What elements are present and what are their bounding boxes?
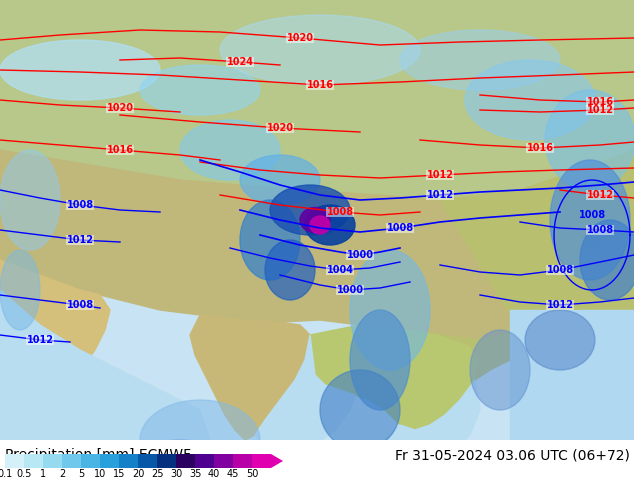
Ellipse shape [320, 370, 400, 450]
Ellipse shape [525, 310, 595, 370]
Ellipse shape [265, 240, 315, 300]
Text: 50: 50 [246, 469, 258, 479]
Ellipse shape [140, 65, 260, 115]
Text: 1020: 1020 [266, 123, 294, 133]
Polygon shape [0, 0, 634, 200]
Ellipse shape [140, 440, 220, 480]
Text: 1000: 1000 [347, 250, 373, 260]
Bar [176, 454, 195, 468]
Text: 35: 35 [189, 469, 201, 479]
Text: 1000: 1000 [337, 285, 363, 295]
Text: 1008: 1008 [547, 265, 574, 275]
Polygon shape [0, 290, 210, 490]
Text: 20: 20 [132, 469, 144, 479]
Text: 1008: 1008 [586, 225, 614, 235]
Bar [119, 454, 138, 468]
Text: 5: 5 [78, 469, 84, 479]
Ellipse shape [240, 155, 320, 205]
Ellipse shape [545, 90, 634, 190]
Ellipse shape [180, 120, 280, 180]
Text: 0.5: 0.5 [16, 469, 32, 479]
Bar [157, 454, 176, 468]
Ellipse shape [400, 30, 560, 90]
Text: 1008: 1008 [67, 300, 94, 310]
Text: 1024: 1024 [226, 57, 254, 67]
Bar [100, 454, 119, 468]
Text: 25: 25 [151, 469, 163, 479]
Ellipse shape [270, 185, 350, 235]
Ellipse shape [550, 160, 630, 280]
Text: Precipitation [mm] ECMWF: Precipitation [mm] ECMWF [5, 448, 191, 462]
Text: 40: 40 [208, 469, 220, 479]
Text: 1004: 1004 [327, 265, 354, 275]
Text: 1012: 1012 [547, 300, 574, 310]
Text: 1012: 1012 [427, 170, 453, 180]
Polygon shape [585, 220, 615, 250]
Bar [138, 454, 157, 468]
Polygon shape [255, 335, 355, 455]
Polygon shape [385, 380, 480, 475]
Polygon shape [0, 150, 634, 340]
Text: 1012: 1012 [27, 335, 53, 345]
Polygon shape [271, 454, 283, 468]
Ellipse shape [140, 400, 260, 480]
Ellipse shape [0, 150, 60, 250]
Bar [0, 440, 634, 490]
Bar [43, 454, 62, 468]
Text: 1016: 1016 [107, 145, 134, 155]
Text: 1012: 1012 [67, 235, 93, 245]
Bar [62, 454, 81, 468]
Ellipse shape [305, 205, 355, 245]
Ellipse shape [220, 15, 420, 85]
Ellipse shape [470, 330, 530, 410]
Text: 1008: 1008 [67, 200, 94, 210]
Bar [24, 454, 43, 468]
Ellipse shape [310, 216, 330, 234]
Text: 45: 45 [227, 469, 239, 479]
Text: 1: 1 [40, 469, 46, 479]
Ellipse shape [240, 200, 300, 280]
Text: 1016: 1016 [306, 80, 333, 90]
Text: 1016: 1016 [586, 97, 614, 107]
Text: 1012: 1012 [586, 190, 614, 200]
Bar [81, 454, 100, 468]
Polygon shape [190, 315, 310, 440]
Ellipse shape [300, 207, 330, 232]
Text: 1012: 1012 [586, 105, 614, 115]
Bar [214, 454, 233, 468]
Text: 1020: 1020 [287, 33, 313, 43]
Bar [510, 310, 634, 490]
Text: 30: 30 [170, 469, 182, 479]
Text: 0.1: 0.1 [0, 469, 13, 479]
Text: Fr 31-05-2024 03.06 UTC (06+72): Fr 31-05-2024 03.06 UTC (06+72) [395, 448, 630, 462]
Text: 1008: 1008 [578, 210, 605, 220]
Ellipse shape [0, 250, 40, 330]
Ellipse shape [0, 40, 160, 100]
Ellipse shape [580, 220, 634, 300]
Ellipse shape [350, 310, 410, 410]
Bar [195, 454, 214, 468]
Ellipse shape [465, 60, 595, 140]
Text: 10: 10 [94, 469, 106, 479]
Text: 1012: 1012 [427, 190, 453, 200]
Bar [233, 454, 252, 468]
Text: 15: 15 [113, 469, 125, 479]
Text: 1016: 1016 [526, 143, 553, 153]
Polygon shape [0, 260, 110, 410]
Polygon shape [310, 325, 480, 430]
Bar [5, 454, 24, 468]
Ellipse shape [350, 250, 430, 370]
Text: 1008: 1008 [327, 207, 354, 217]
Text: 2: 2 [59, 469, 65, 479]
Bar [252, 454, 271, 468]
Text: 1020: 1020 [107, 103, 134, 113]
Text: 1008: 1008 [387, 223, 413, 233]
Polygon shape [440, 150, 634, 380]
